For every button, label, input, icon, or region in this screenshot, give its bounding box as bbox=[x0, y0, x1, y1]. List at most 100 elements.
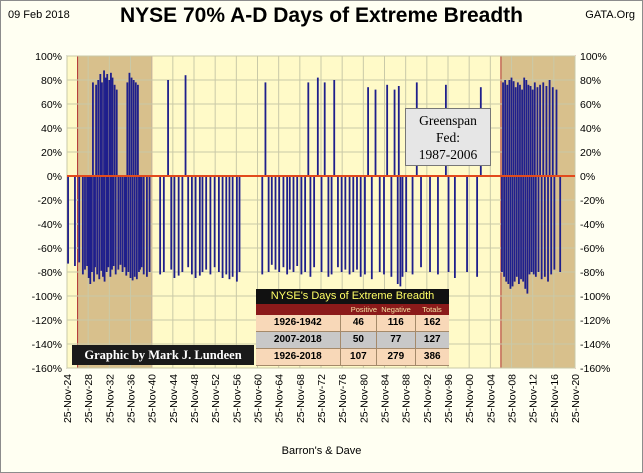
data-bar bbox=[117, 176, 120, 270]
data-bar bbox=[127, 176, 130, 272]
data-bar bbox=[90, 176, 93, 272]
stats-table-row: 1926-1942 46 116 162 bbox=[256, 315, 449, 332]
stats-table-cell: 386 bbox=[414, 349, 449, 365]
stats-table-cell: 116 bbox=[376, 315, 414, 331]
data-bar bbox=[547, 176, 549, 282]
data-bar bbox=[213, 176, 216, 268]
data-bar bbox=[320, 176, 323, 272]
data-bar bbox=[370, 176, 373, 280]
y-tick-label-left: -80% bbox=[37, 267, 62, 279]
data-bar bbox=[519, 84, 521, 176]
data-bar bbox=[198, 176, 201, 276]
data-bar bbox=[503, 176, 505, 277]
data-bar bbox=[513, 176, 516, 282]
data-bar bbox=[527, 84, 530, 176]
data-bar bbox=[86, 176, 89, 266]
data-bar bbox=[523, 77, 526, 176]
data-bar bbox=[78, 176, 81, 263]
stats-table-cell: 1926-1942 bbox=[273, 317, 322, 328]
data-bar bbox=[97, 80, 100, 176]
data-bar bbox=[466, 176, 468, 272]
data-bar bbox=[524, 176, 527, 289]
y-tick-label-right: 100% bbox=[580, 51, 607, 63]
data-bar bbox=[399, 176, 402, 287]
y-tick-label-left: -100% bbox=[32, 291, 62, 303]
x-tick-label: 25-Nov-24 bbox=[62, 374, 74, 423]
y-axis-right: 100% 80% 60% 40% 20% 0% -20% -40% -60% -80% -100% -… bbox=[580, 51, 610, 375]
data-bar bbox=[397, 86, 400, 176]
data-bar bbox=[506, 84, 509, 176]
data-bar bbox=[518, 176, 520, 284]
header-cell: Positive bbox=[350, 305, 377, 314]
data-bar bbox=[509, 176, 512, 289]
data-bar bbox=[228, 176, 231, 280]
x-tick-label: 25-Nov-80 bbox=[358, 374, 370, 423]
data-bar bbox=[510, 77, 513, 176]
data-bar bbox=[95, 84, 98, 176]
data-bar bbox=[159, 176, 162, 275]
data-bar bbox=[201, 176, 204, 272]
data-bar bbox=[125, 176, 128, 276]
credit-label: Graphic by Mark J. Lundeen bbox=[72, 345, 254, 365]
x-tick-label: 25-Nov-12 bbox=[528, 374, 540, 423]
x-tick-label: 25-Nov-96 bbox=[443, 374, 455, 423]
y-tick-label-left: 100% bbox=[35, 51, 62, 63]
data-bar bbox=[121, 176, 124, 272]
data-bars bbox=[67, 70, 562, 294]
data-bar bbox=[94, 176, 96, 268]
data-bar bbox=[292, 176, 295, 272]
data-bar bbox=[288, 176, 291, 270]
data-bar bbox=[67, 176, 69, 264]
x-tick-label: 25-Nov-00 bbox=[464, 374, 476, 423]
data-bar bbox=[411, 176, 414, 275]
stats-table-cell: 162 bbox=[414, 315, 449, 331]
data-bar bbox=[521, 89, 523, 176]
data-bar bbox=[316, 77, 319, 176]
x-tick-label: 25-Nov-16 bbox=[549, 374, 561, 423]
data-bar bbox=[447, 176, 450, 272]
data-bar bbox=[296, 176, 299, 266]
data-bar bbox=[133, 176, 136, 277]
data-bar bbox=[270, 176, 273, 265]
x-tick-label: 25-Nov-04 bbox=[485, 374, 497, 423]
data-bar bbox=[92, 82, 94, 176]
data-bar bbox=[129, 176, 132, 278]
data-bar bbox=[101, 82, 103, 176]
data-bar bbox=[128, 72, 131, 176]
data-bar bbox=[531, 89, 534, 176]
data-bar bbox=[364, 176, 366, 275]
data-bar bbox=[96, 176, 99, 275]
data-bar bbox=[162, 176, 165, 272]
y-tick-label-right: -20% bbox=[580, 195, 605, 207]
data-bar bbox=[529, 86, 532, 176]
data-bar bbox=[205, 176, 208, 270]
x-tick-label: 25-Nov-40 bbox=[147, 374, 159, 423]
greenspan-line: Fed: bbox=[435, 130, 460, 145]
y-tick-label-right: -120% bbox=[580, 315, 610, 327]
data-bar bbox=[352, 176, 355, 272]
data-bar bbox=[238, 176, 241, 272]
x-tick-label: 25-Nov-64 bbox=[274, 374, 286, 423]
stats-table-cell: 107 bbox=[339, 349, 376, 365]
data-bar bbox=[401, 176, 404, 277]
source-label: GATA.Org bbox=[585, 9, 635, 21]
greenspan-line: Greenspan bbox=[419, 113, 477, 128]
x-tick-label: 25-Nov-20 bbox=[570, 374, 582, 423]
data-bar bbox=[104, 77, 107, 176]
y-tick-label-left: 40% bbox=[41, 123, 62, 135]
data-bar bbox=[177, 176, 180, 276]
data-bar bbox=[356, 176, 358, 270]
data-bar bbox=[307, 82, 310, 176]
x-tick-label: 25-Nov-92 bbox=[422, 374, 434, 423]
data-bar bbox=[309, 176, 312, 277]
data-bar bbox=[429, 176, 431, 272]
data-bar bbox=[209, 176, 212, 275]
y-tick-label-right: 80% bbox=[580, 75, 601, 87]
data-bar bbox=[526, 176, 529, 294]
data-bar bbox=[453, 176, 456, 278]
data-bar bbox=[520, 176, 522, 280]
y-tick-label-left: -120% bbox=[32, 315, 62, 327]
data-bar bbox=[476, 176, 479, 277]
data-bar bbox=[274, 176, 277, 270]
